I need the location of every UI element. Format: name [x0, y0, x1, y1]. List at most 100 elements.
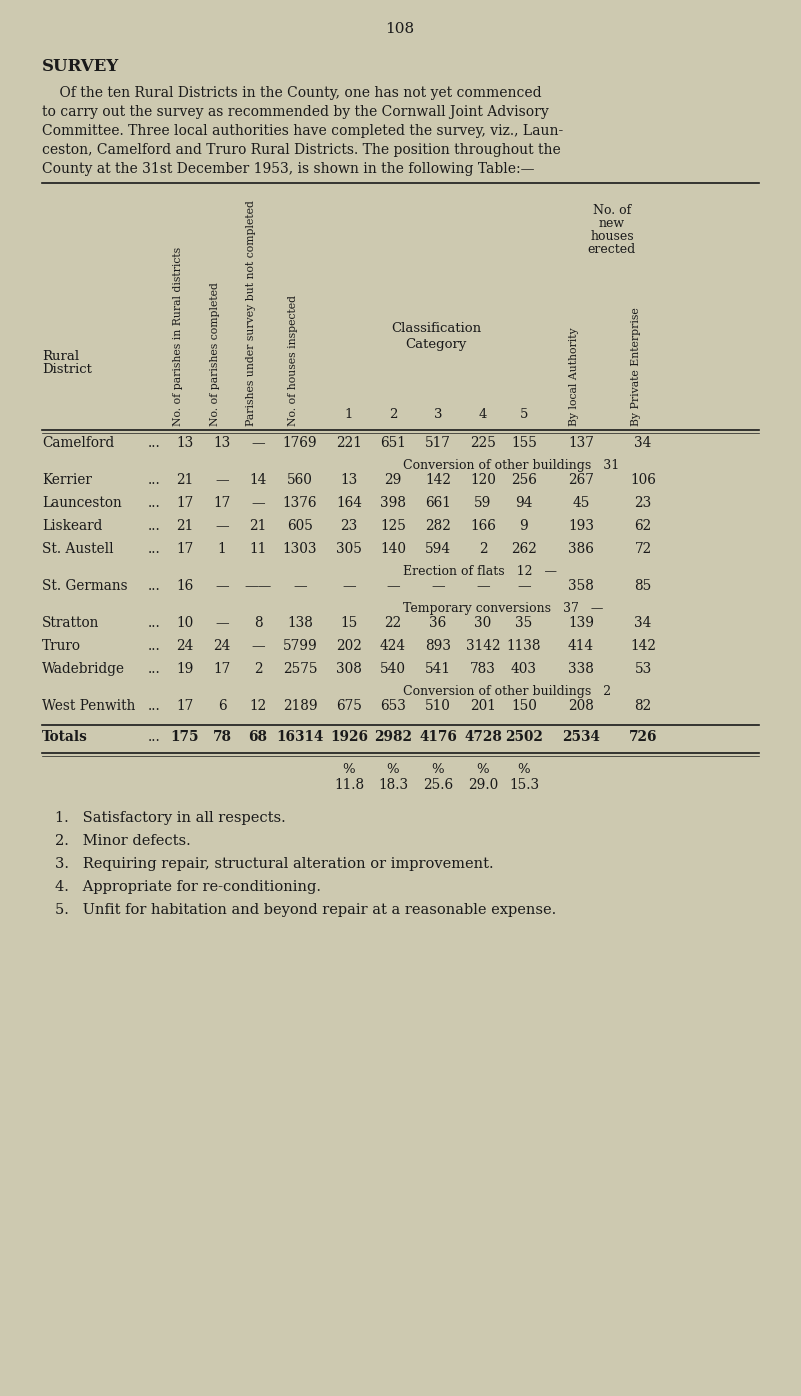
Text: Parishes under survey but not completed: Parishes under survey but not completed — [246, 200, 256, 426]
Text: 517: 517 — [425, 436, 451, 450]
Text: Kerrier: Kerrier — [42, 473, 92, 487]
Text: Camelford: Camelford — [42, 436, 115, 450]
Text: 1138: 1138 — [507, 639, 541, 653]
Text: 11: 11 — [249, 542, 267, 556]
Text: 45: 45 — [572, 496, 590, 510]
Text: 23: 23 — [634, 496, 652, 510]
Text: %: % — [517, 764, 530, 776]
Text: 35: 35 — [515, 616, 533, 630]
Text: 18.3: 18.3 — [378, 778, 408, 792]
Text: 72: 72 — [634, 542, 652, 556]
Text: 201: 201 — [470, 699, 496, 713]
Text: 142: 142 — [630, 639, 656, 653]
Text: 15.3: 15.3 — [509, 778, 539, 792]
Text: 305: 305 — [336, 542, 362, 556]
Text: —: — — [252, 496, 265, 510]
Text: —: — — [476, 579, 490, 593]
Text: Totals: Totals — [42, 730, 88, 744]
Text: 262: 262 — [511, 542, 537, 556]
Text: —: — — [215, 579, 229, 593]
Text: 13: 13 — [176, 436, 194, 450]
Text: 164: 164 — [336, 496, 362, 510]
Text: 403: 403 — [511, 662, 537, 676]
Text: 414: 414 — [568, 639, 594, 653]
Text: 34: 34 — [634, 616, 652, 630]
Text: Conversion of other buildings   2: Conversion of other buildings 2 — [403, 685, 611, 698]
Text: 2189: 2189 — [283, 699, 317, 713]
Text: ...: ... — [148, 616, 161, 630]
Text: 13: 13 — [213, 436, 231, 450]
Text: 3.   Requiring repair, structural alteration or improvement.: 3. Requiring repair, structural alterati… — [55, 857, 493, 871]
Text: 24: 24 — [213, 639, 231, 653]
Text: 653: 653 — [380, 699, 406, 713]
Text: 21: 21 — [176, 473, 194, 487]
Text: 6: 6 — [218, 699, 227, 713]
Text: erected: erected — [588, 243, 636, 255]
Text: 2: 2 — [479, 542, 487, 556]
Text: 1.   Satisfactory in all respects.: 1. Satisfactory in all respects. — [55, 811, 286, 825]
Text: 125: 125 — [380, 519, 406, 533]
Text: 94: 94 — [515, 496, 533, 510]
Text: 424: 424 — [380, 639, 406, 653]
Text: 256: 256 — [511, 473, 537, 487]
Text: —: — — [517, 579, 531, 593]
Text: 21: 21 — [176, 519, 194, 533]
Text: —: — — [252, 436, 265, 450]
Text: 540: 540 — [380, 662, 406, 676]
Text: %: % — [343, 764, 356, 776]
Text: No. of houses inspected: No. of houses inspected — [288, 295, 298, 426]
Text: ...: ... — [148, 579, 161, 593]
Text: Category: Category — [405, 338, 467, 350]
Text: 2575: 2575 — [283, 662, 317, 676]
Text: 4176: 4176 — [419, 730, 457, 744]
Text: No. of parishes completed: No. of parishes completed — [210, 282, 220, 426]
Text: 651: 651 — [380, 436, 406, 450]
Text: to carry out the survey as recommended by the Cornwall Joint Advisory: to carry out the survey as recommended b… — [42, 105, 549, 119]
Text: 510: 510 — [425, 699, 451, 713]
Text: 594: 594 — [425, 542, 451, 556]
Text: ——: —— — [244, 579, 272, 593]
Text: 25.6: 25.6 — [423, 778, 453, 792]
Text: 661: 661 — [425, 496, 451, 510]
Text: —: — — [386, 579, 400, 593]
Text: 2534: 2534 — [562, 730, 600, 744]
Text: Of the ten Rural Districts in the County, one has not yet commenced: Of the ten Rural Districts in the County… — [42, 87, 541, 101]
Text: Wadebridge: Wadebridge — [42, 662, 125, 676]
Text: 12: 12 — [249, 699, 267, 713]
Text: 16314: 16314 — [276, 730, 324, 744]
Text: 140: 140 — [380, 542, 406, 556]
Text: ...: ... — [148, 496, 161, 510]
Text: 2.   Minor defects.: 2. Minor defects. — [55, 833, 191, 847]
Text: 150: 150 — [511, 699, 537, 713]
Text: Committee. Three local authorities have completed the survey, viz., Laun-: Committee. Three local authorities have … — [42, 124, 563, 138]
Text: houses: houses — [590, 230, 634, 243]
Text: 53: 53 — [634, 662, 652, 676]
Text: 398: 398 — [380, 496, 406, 510]
Text: 36: 36 — [429, 616, 447, 630]
Text: 15: 15 — [340, 616, 357, 630]
Text: ...: ... — [148, 436, 161, 450]
Text: Conversion of other buildings   31: Conversion of other buildings 31 — [403, 459, 619, 472]
Text: 1769: 1769 — [283, 436, 317, 450]
Text: 68: 68 — [248, 730, 268, 744]
Text: 5799: 5799 — [283, 639, 317, 653]
Text: 166: 166 — [470, 519, 496, 533]
Text: 108: 108 — [385, 22, 415, 36]
Text: St. Austell: St. Austell — [42, 542, 114, 556]
Text: —: — — [215, 616, 229, 630]
Text: 120: 120 — [470, 473, 496, 487]
Text: 386: 386 — [568, 542, 594, 556]
Text: 30: 30 — [474, 616, 492, 630]
Text: 34: 34 — [634, 436, 652, 450]
Text: 208: 208 — [568, 699, 594, 713]
Text: 2: 2 — [388, 408, 397, 422]
Text: 8: 8 — [254, 616, 262, 630]
Text: 17: 17 — [176, 496, 194, 510]
Text: 4728: 4728 — [464, 730, 502, 744]
Text: 17: 17 — [176, 542, 194, 556]
Text: 893: 893 — [425, 639, 451, 653]
Text: 29: 29 — [384, 473, 401, 487]
Text: —: — — [215, 519, 229, 533]
Text: 1303: 1303 — [283, 542, 317, 556]
Text: new: new — [599, 216, 625, 230]
